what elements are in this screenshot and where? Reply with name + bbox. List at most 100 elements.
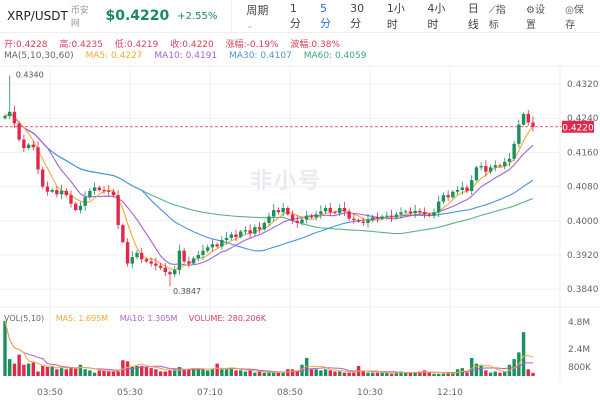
candle-body [97,187,101,191]
volume-bar [262,372,266,376]
volume-bar [342,372,347,376]
candle-body [201,250,205,255]
candle-body [366,219,370,223]
volume-bar [338,371,342,376]
candle-body [484,166,488,172]
volume-bar [220,369,224,376]
volume-bar [526,369,530,376]
settings-button[interactable]: ⚙设置 [526,1,553,31]
volume-bar [394,372,398,376]
candle-body [394,214,398,218]
volume-bar [50,365,54,376]
candle-body [441,195,446,202]
timeframe-30m[interactable]: 30分 [350,1,365,30]
volume-bar [286,369,290,376]
volume-bar [521,332,526,376]
candle-body [526,113,530,123]
amplitude-value: 波幅:0.38% [290,40,340,50]
time-tick-label: 10:30 [357,388,383,398]
candle-body [338,207,342,214]
candle-body [300,219,304,223]
candle-body [474,167,479,181]
candle-body [22,139,26,149]
candle-body [507,158,512,162]
candle-body [107,190,111,192]
volume-bar [361,371,365,376]
candle-body [140,252,144,260]
candle-body [45,186,50,192]
candle-body [116,195,120,226]
volume-bar [177,367,182,376]
volume-bar [253,372,257,376]
candle-body [262,222,266,230]
price-tick-label: 0.4080 [567,183,599,193]
indicators-button[interactable]: ⟋指标 [489,1,514,31]
candle-body [498,165,502,167]
volume-bar [83,369,87,376]
timeframe-4h[interactable]: 4小时 [427,2,446,31]
candle-body [41,169,45,187]
volume-bar [295,370,299,376]
candle-body [135,252,139,258]
candle-body [380,216,384,219]
chart-line-icon: ⟋ [488,5,496,16]
save-button[interactable]: ◎保存 [565,1,592,31]
volume-bar [257,371,262,376]
vol-ma5-line [4,320,534,374]
volume-bar [3,320,7,376]
volume-bar [352,372,356,376]
period-dropdown[interactable]: 周期 ⌄ [246,2,277,31]
volume-bar [201,369,205,376]
volume-bar [333,371,337,376]
volume-bar [323,369,328,376]
candle-body [55,190,59,195]
volume-bar [328,370,332,376]
volume-bar [92,372,97,376]
volume-bar [517,352,521,376]
candle-body [248,230,252,234]
volume-bar [451,372,455,376]
volume-bar [488,372,493,376]
volume-bar [314,369,318,376]
volume-bar [78,364,83,376]
close-value: 收:0.4220 [170,40,214,50]
volume-bar [107,371,111,376]
volume-bar [408,372,413,376]
volume-bar [470,358,474,376]
timeframe-1d[interactable]: 日线 [467,2,479,31]
candle-body [352,218,356,220]
save-label: 保存 [565,5,584,31]
candle-body [59,190,64,195]
volume-bar [26,363,31,376]
candle-body [78,205,83,211]
candle-body [17,123,21,140]
candle-body [8,111,12,117]
volume-bar [154,369,158,376]
volume-bar [446,372,450,376]
timeframe-5m[interactable]: 5分 [320,1,332,30]
volume-bar [187,369,191,376]
volume-bar [503,371,507,376]
timeframe-1m[interactable]: 1分 [289,1,301,30]
volume-bar [281,372,285,376]
volume-bar [224,369,229,376]
volume-bar [111,371,116,376]
candle-body [531,122,535,127]
volume-bar [130,367,134,376]
volume-bar [8,359,12,376]
candle-body [517,124,521,144]
volume-bar [380,372,384,376]
ohlc-row: 开:0.4228 高:0.4235 低:0.4219 收:0.4220 涨幅:-… [4,37,349,50]
candle-body [451,191,455,198]
ma5-value: MA5: 0.4227 [85,51,143,61]
candle-body [163,267,167,273]
volume-bar [493,371,497,376]
candle-body [427,214,431,216]
candle-body [158,265,163,268]
candle-body [144,259,149,262]
divider [231,0,233,33]
timeframe-1h[interactable]: 1小时 [386,2,405,31]
vol-ma10-line [4,320,534,374]
candle-body [479,166,483,168]
time-tick-label: 08:50 [277,388,303,398]
